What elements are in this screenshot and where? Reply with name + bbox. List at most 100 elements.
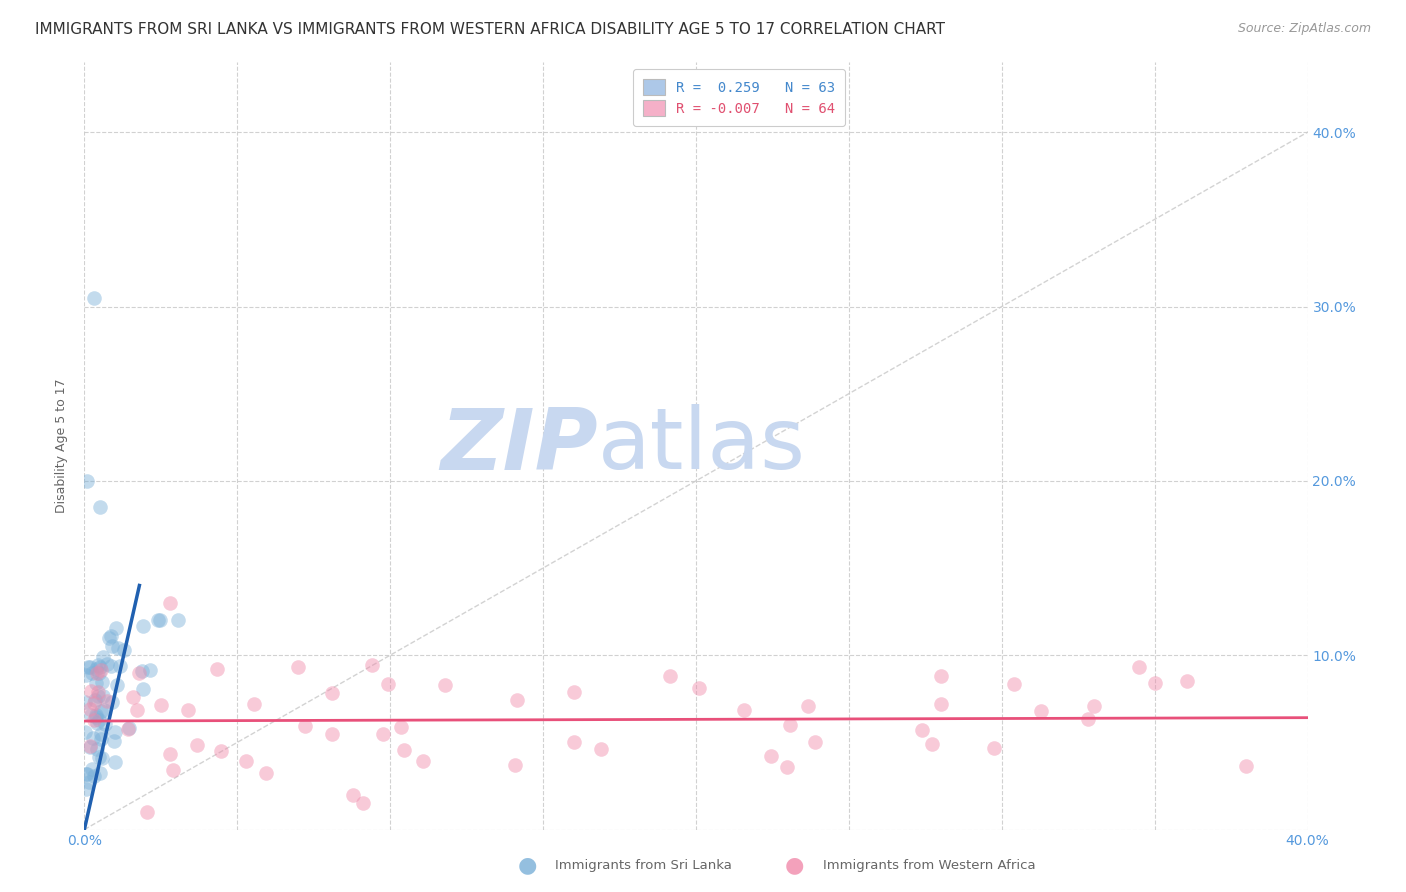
Point [1143,675,1166,690]
Point [392,743,415,757]
Text: ZIP: ZIP [440,404,598,488]
Point [434,678,457,692]
Point [589,742,612,756]
Point [94,716,117,731]
Point [75,781,97,796]
Point [139,663,162,677]
Point [100,629,122,643]
Point [149,698,172,712]
Point [136,805,159,819]
Point [86,665,108,680]
Point [91,649,114,664]
Point [118,722,141,736]
Point [149,613,172,627]
Point [209,744,232,758]
Text: Immigrants from Western Africa: Immigrants from Western Africa [823,859,1035,871]
Point [73,695,96,709]
Point [166,613,188,627]
Point [90,704,112,718]
Point [104,755,127,769]
Point [562,685,585,699]
Point [90,732,112,747]
Point [352,797,374,811]
Point [1029,705,1052,719]
Point [104,621,127,635]
Point [104,725,127,739]
Point [83,714,105,728]
Point [562,735,585,749]
Point [87,749,110,764]
Point [688,681,710,696]
Point [503,758,526,772]
Point [89,660,111,674]
Point [91,675,114,690]
Point [321,686,343,700]
Point [103,734,125,748]
Point [929,669,952,683]
Text: Immigrants from Sri Lanka: Immigrants from Sri Lanka [555,859,733,871]
Point [80,762,103,776]
Point [76,660,98,674]
Point [79,684,101,698]
Point [733,703,755,717]
Point [82,731,104,746]
Point [90,727,112,741]
Point [205,662,228,676]
Text: ●: ● [517,855,537,875]
Point [79,702,101,716]
Point [1083,698,1105,713]
Point [87,689,110,703]
Point [96,657,118,671]
Point [929,697,952,711]
Point [101,640,124,654]
Point [79,739,101,753]
Point [86,715,108,730]
Point [1175,674,1198,689]
Point [89,500,111,514]
Point [294,719,316,733]
Point [83,291,105,305]
Point [162,764,184,778]
Point [76,474,98,488]
Point [93,704,115,718]
Point [101,695,124,709]
Point [73,724,96,739]
Text: IMMIGRANTS FROM SRI LANKA VS IMMIGRANTS FROM WESTERN AFRICA DISABILITY AGE 5 TO : IMMIGRANTS FROM SRI LANKA VS IMMIGRANTS … [35,22,945,37]
Point [91,751,114,765]
Point [86,742,108,756]
Point [342,788,364,802]
Point [911,723,934,737]
Point [84,693,107,707]
Point [146,613,169,627]
Point [361,658,384,673]
Point [132,682,155,697]
Point [96,694,118,708]
Point [776,760,799,774]
Point [75,668,97,682]
Point [83,768,105,782]
Point [128,666,150,681]
Point [377,677,399,691]
Point [83,696,105,710]
Point [77,775,100,789]
Point [82,666,104,681]
Point [797,698,820,713]
Point [84,707,107,722]
Point [235,754,257,768]
Point [107,678,129,692]
Point [1002,676,1025,690]
Point [132,619,155,633]
Point [159,747,181,761]
Point [983,741,1005,756]
Point [87,658,110,673]
Point [1077,712,1099,726]
Point [759,748,782,763]
Point [506,692,529,706]
Point [76,766,98,780]
Point [98,631,121,645]
Point [1236,759,1258,773]
Point [89,666,111,681]
Point [389,720,412,734]
Point [84,661,107,675]
Point [412,754,434,768]
